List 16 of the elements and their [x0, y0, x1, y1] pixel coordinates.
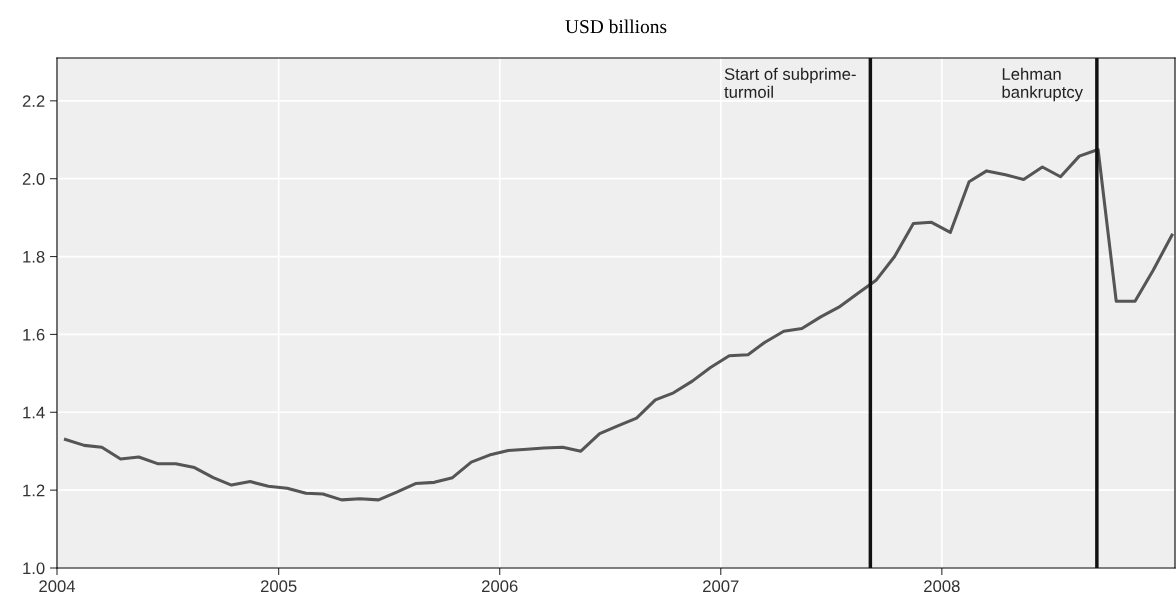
y-tick-label: 1.4: [23, 406, 45, 419]
chart-title: USD billions: [565, 19, 667, 34]
x-tick-label: 2008: [924, 580, 960, 593]
ref-line-label: Lehman bankruptcy: [1002, 67, 1083, 102]
y-tick-label: 2.2: [22, 95, 45, 107]
y-tick-label: 1.6: [23, 328, 45, 341]
y-tick-label: 1.8: [23, 250, 45, 263]
line-series: [63, 147, 1174, 502]
x-tick-label: 2006: [482, 580, 518, 593]
y-tick-label: 2.0: [22, 173, 45, 185]
x-tick-label: 2004: [39, 580, 76, 593]
x-tick-label: 2007: [703, 580, 739, 593]
y-tick-label: 1.0: [23, 562, 45, 575]
x-tick-label: 2005: [260, 580, 297, 593]
ref-line-label: Start of subprime- turmoil: [724, 67, 856, 98]
y-tick-label: 1.2: [23, 484, 45, 497]
